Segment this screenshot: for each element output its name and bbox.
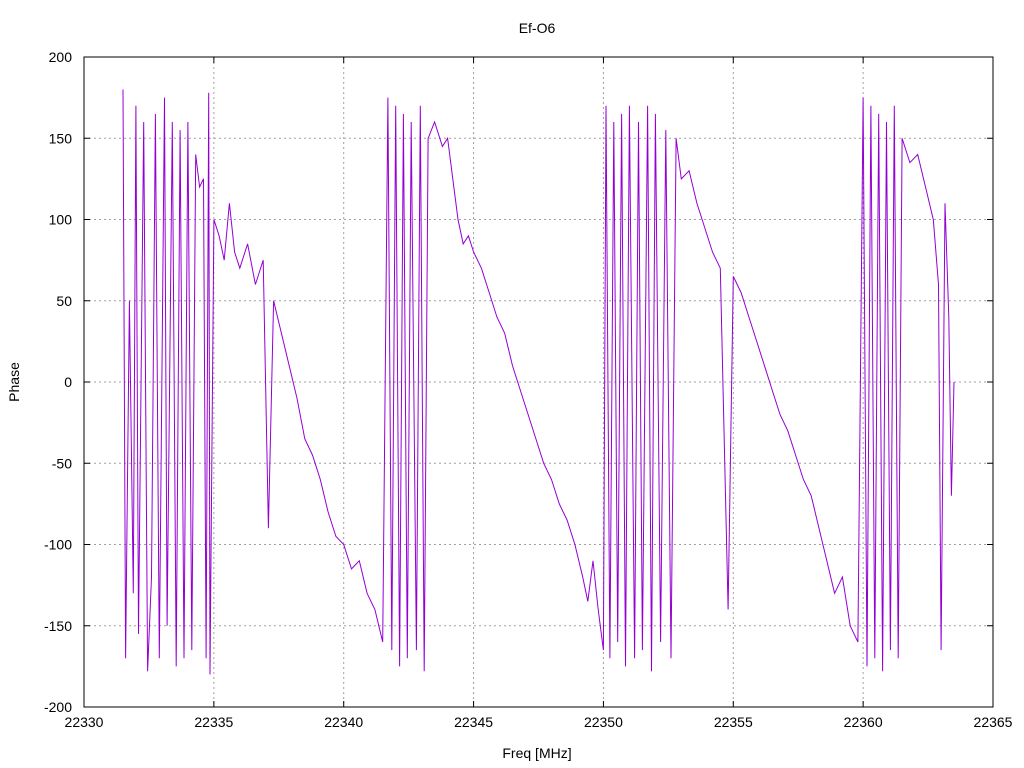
series-layer bbox=[122, 89, 955, 675]
y-tick-label: 200 bbox=[49, 49, 73, 65]
y-axis-label: Phase bbox=[6, 362, 22, 402]
y-tick-label: 50 bbox=[56, 293, 72, 309]
y-tick-label: 100 bbox=[49, 212, 73, 228]
y-tick-label: 150 bbox=[49, 130, 73, 146]
y-tick-labels: -200 -150 -100 -50 0 50 100 150 200 bbox=[44, 49, 72, 715]
x-tick-label: 22350 bbox=[584, 714, 623, 730]
chart-title: Ef-O6 bbox=[519, 20, 556, 36]
y-tick-label: -150 bbox=[44, 618, 72, 634]
x-tick-label: 22335 bbox=[194, 714, 233, 730]
tick-marks bbox=[83, 56, 994, 708]
y-tick-label: -200 bbox=[44, 699, 72, 715]
y-tick-label: 0 bbox=[64, 374, 72, 390]
x-axis-label: Freq [MHz] bbox=[502, 745, 571, 761]
x-tick-label: 22330 bbox=[65, 714, 104, 730]
x-tick-label: 22355 bbox=[714, 714, 753, 730]
x-tick-label: 22360 bbox=[844, 714, 883, 730]
y-tick-label: -100 bbox=[44, 537, 72, 553]
phase-series-line bbox=[122, 89, 955, 675]
x-tick-label: 22340 bbox=[324, 714, 363, 730]
x-tick-label: 22345 bbox=[454, 714, 493, 730]
y-tick-label: -50 bbox=[52, 455, 72, 471]
x-tick-labels: 22330 22335 22340 22345 22350 22355 22360 22365 bbox=[65, 714, 1013, 730]
x-tick-label: 22365 bbox=[974, 714, 1013, 730]
